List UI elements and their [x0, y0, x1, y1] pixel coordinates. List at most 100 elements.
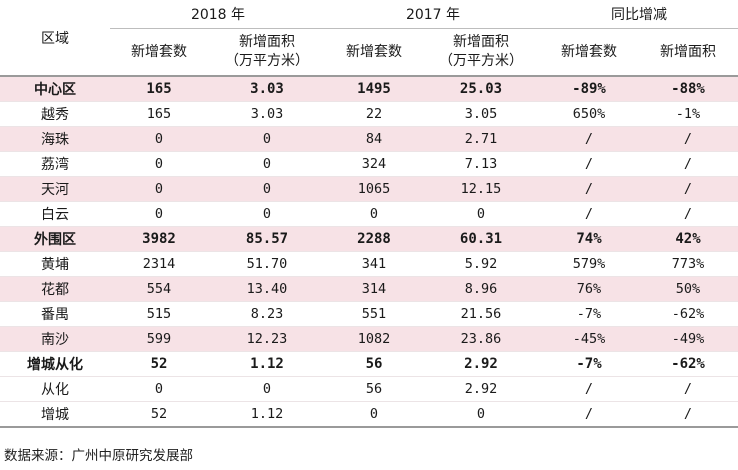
- value-cell-uy: /: [540, 201, 638, 227]
- value-cell-a18: 51.70: [208, 251, 326, 277]
- region-name-cell: 越秀: [0, 101, 110, 127]
- value-cell-uy: 650%: [540, 101, 638, 127]
- value-cell-u17: 324: [326, 151, 422, 177]
- value-cell-ay: 773%: [638, 251, 738, 277]
- table-body: 中心区 165 3.03 1495 25.03 -89% -88% 越秀 165 3.03 22 3.…: [0, 76, 738, 428]
- year-2018-header: 2018 年: [110, 0, 326, 29]
- value-cell-a17: 8.96: [422, 276, 540, 302]
- value-cell-a17: 21.56: [422, 301, 540, 327]
- value-cell-u17: 1065: [326, 176, 422, 202]
- value-cell-uy: -45%: [540, 326, 638, 352]
- value-cell-u18: 599: [110, 326, 208, 352]
- header-row-years: 区域 2018 年 2017 年 同比增减: [0, 0, 738, 77]
- region-name-cell: 天河: [0, 176, 110, 202]
- table-row: 白云 0 0 0 0//: [0, 201, 738, 227]
- table-row: 花都 554 13.40 314 8.96 76% 50%: [0, 276, 738, 302]
- data-source-note: 数据来源：广州中原研究发展部: [4, 448, 193, 464]
- value-cell-uy: /: [540, 151, 638, 177]
- region-name-cell: 增城: [0, 401, 110, 428]
- value-cell-u17: 56: [326, 376, 422, 402]
- value-cell-a17: 0: [422, 401, 540, 428]
- table-row: 越秀 165 3.03 22 3.05 650% -1%: [0, 101, 738, 127]
- value-cell-a18: 12.23: [208, 326, 326, 352]
- table-row: 从化 0 0 56 2.92//: [0, 376, 738, 402]
- value-cell-a17: 3.05: [422, 101, 540, 127]
- area-2018-header: 新增面积 （万平方米）: [208, 28, 326, 77]
- value-cell-ay: /: [638, 401, 738, 428]
- region-column-header: 区域: [0, 0, 110, 77]
- value-cell-uy: 74%: [540, 226, 638, 252]
- region-name-cell: 荔湾: [0, 151, 110, 177]
- region-name-cell: 黄埔: [0, 251, 110, 277]
- value-cell-a18: 1.12: [208, 401, 326, 428]
- units-yoy-header: 新增套数: [540, 28, 638, 77]
- value-cell-a17: 0: [422, 201, 540, 227]
- value-cell-a18: 8.23: [208, 301, 326, 327]
- value-cell-ay: -62%: [638, 351, 738, 377]
- value-cell-u17: 0: [326, 201, 422, 227]
- region-name-cell: 白云: [0, 201, 110, 227]
- year-2017-header: 2017 年: [326, 0, 540, 29]
- value-cell-a17: 25.03: [422, 76, 540, 102]
- region-name-cell: 中心区: [0, 76, 110, 102]
- value-cell-a17: 5.92: [422, 251, 540, 277]
- value-cell-uy: /: [540, 176, 638, 202]
- value-cell-a18: 0: [208, 151, 326, 177]
- region-name-cell: 南沙: [0, 326, 110, 352]
- table-row: 荔湾 0 0 324 7.13//: [0, 151, 738, 177]
- region-name-cell: 增城从化: [0, 351, 110, 377]
- value-cell-ay: 42%: [638, 226, 738, 252]
- table-row: 黄埔 2314 51.70 341 5.92 579% 773%: [0, 251, 738, 277]
- region-name-cell: 外围区: [0, 226, 110, 252]
- value-cell-a18: 0: [208, 126, 326, 152]
- value-cell-u17: 551: [326, 301, 422, 327]
- value-cell-a17: 2.71: [422, 126, 540, 152]
- table-row: 增城 52 1.12 0 0//: [0, 401, 738, 428]
- housing-supply-table: 区域 2018 年 2017 年 同比增减 新增套数 新增面积 （万平方米） 新增…: [0, 0, 738, 428]
- value-cell-u18: 2314: [110, 251, 208, 277]
- value-cell-u18: 52: [110, 401, 208, 428]
- value-cell-ay: -62%: [638, 301, 738, 327]
- table-row: 海珠 0 0 84 2.71//: [0, 126, 738, 152]
- value-cell-ay: -1%: [638, 101, 738, 127]
- value-cell-u18: 0: [110, 201, 208, 227]
- area-yoy-header: 新增面积: [638, 28, 738, 77]
- value-cell-uy: /: [540, 126, 638, 152]
- region-name-cell: 海珠: [0, 126, 110, 152]
- value-cell-u17: 0: [326, 401, 422, 428]
- region-name-cell: 花都: [0, 276, 110, 302]
- value-cell-a17: 60.31: [422, 226, 540, 252]
- value-cell-a18: 85.57: [208, 226, 326, 252]
- value-cell-ay: -88%: [638, 76, 738, 102]
- value-cell-a17: 7.13: [422, 151, 540, 177]
- value-cell-a18: 3.03: [208, 76, 326, 102]
- value-cell-ay: /: [638, 176, 738, 202]
- value-cell-u18: 515: [110, 301, 208, 327]
- value-cell-ay: -49%: [638, 326, 738, 352]
- value-cell-a18: 0: [208, 201, 326, 227]
- area-2017-header: 新增面积 （万平方米）: [422, 28, 540, 77]
- region-name-cell: 从化: [0, 376, 110, 402]
- value-cell-uy: -7%: [540, 301, 638, 327]
- value-cell-u18: 165: [110, 101, 208, 127]
- region-name-cell: 番禺: [0, 301, 110, 327]
- value-cell-uy: /: [540, 401, 638, 428]
- value-cell-uy: 579%: [540, 251, 638, 277]
- value-cell-a18: 0: [208, 376, 326, 402]
- value-cell-a18: 3.03: [208, 101, 326, 127]
- units-2017-header: 新增套数: [326, 28, 422, 77]
- value-cell-ay: /: [638, 151, 738, 177]
- value-cell-ay: /: [638, 376, 738, 402]
- value-cell-a18: 0: [208, 176, 326, 202]
- value-cell-u18: 0: [110, 126, 208, 152]
- value-cell-u17: 314: [326, 276, 422, 302]
- value-cell-u17: 341: [326, 251, 422, 277]
- table-row: 天河 0 0 1065 12.15//: [0, 176, 738, 202]
- value-cell-u18: 0: [110, 376, 208, 402]
- value-cell-a17: 2.92: [422, 376, 540, 402]
- value-cell-a18: 1.12: [208, 351, 326, 377]
- value-cell-a17: 12.15: [422, 176, 540, 202]
- value-cell-u17: 2288: [326, 226, 422, 252]
- value-cell-u18: 165: [110, 76, 208, 102]
